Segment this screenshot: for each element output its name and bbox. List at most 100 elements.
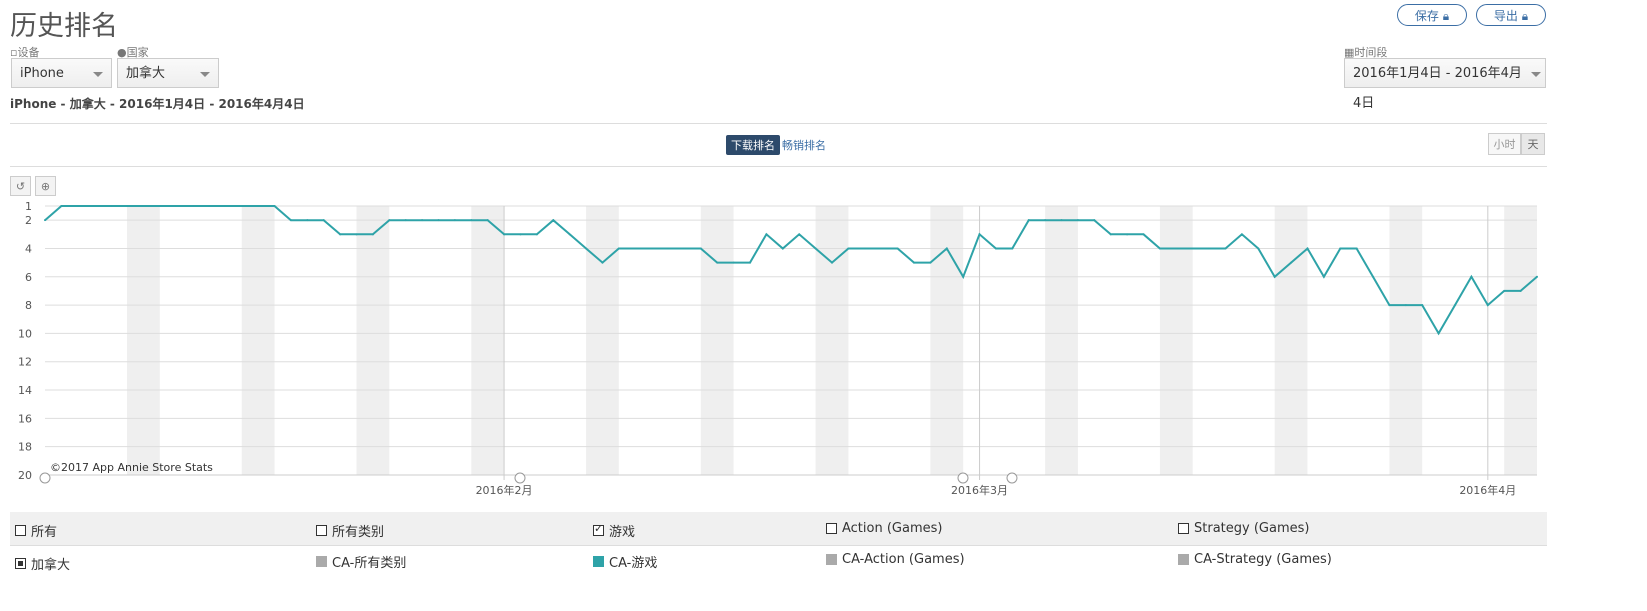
data-point bbox=[1076, 219, 1079, 222]
device-select[interactable]: iPhone bbox=[11, 58, 112, 88]
chevron-down-icon bbox=[200, 72, 210, 77]
legend-series-3[interactable]: CA-Strategy (Games) bbox=[1178, 552, 1332, 567]
data-point bbox=[896, 247, 899, 250]
data-point bbox=[1437, 332, 1440, 335]
data-point bbox=[125, 205, 128, 207]
data-point bbox=[683, 247, 686, 250]
data-point bbox=[585, 247, 588, 250]
data-point bbox=[830, 261, 833, 264]
checkbox[interactable] bbox=[1178, 523, 1189, 534]
data-point bbox=[1404, 304, 1407, 307]
checkbox[interactable] bbox=[826, 523, 837, 534]
data-point bbox=[142, 205, 145, 207]
data-point bbox=[1126, 233, 1129, 236]
legend-series-label: CA-所有类别 bbox=[332, 556, 407, 571]
watermark: ©2017 App Annie Store Stats bbox=[50, 461, 213, 474]
legend-category-0[interactable]: 所有 bbox=[15, 521, 57, 540]
data-point bbox=[158, 205, 161, 207]
zoom-in-icon: ⊕ bbox=[40, 180, 51, 193]
annotation-marker-icon bbox=[957, 472, 969, 484]
weekend-band bbox=[1045, 206, 1078, 475]
legend-series-0[interactable]: CA-所有类别 bbox=[316, 552, 406, 571]
weekend-band bbox=[700, 206, 734, 475]
legend-category-1[interactable]: 所有类别 bbox=[316, 521, 384, 540]
y-tick-label: 12 bbox=[18, 356, 32, 369]
data-point bbox=[1224, 247, 1227, 250]
weekend-band bbox=[1504, 206, 1537, 475]
checkbox-checked[interactable]: ✓ bbox=[593, 522, 604, 536]
export-button[interactable]: 导出 🔒︎ bbox=[1476, 4, 1546, 26]
data-point bbox=[371, 233, 374, 236]
weekend-band bbox=[356, 206, 390, 475]
data-point bbox=[306, 219, 309, 222]
data-point bbox=[76, 205, 79, 207]
data-point bbox=[568, 233, 571, 236]
reset-zoom-button[interactable]: ↺ bbox=[10, 176, 31, 196]
divider bbox=[10, 123, 1547, 124]
data-point bbox=[1109, 233, 1112, 236]
data-point bbox=[1273, 275, 1276, 278]
data-point bbox=[880, 247, 883, 250]
y-tick-label: 20 bbox=[18, 469, 32, 482]
data-point bbox=[1322, 275, 1325, 278]
weekend-band bbox=[815, 206, 849, 475]
data-point bbox=[945, 247, 948, 250]
data-point bbox=[404, 219, 407, 222]
data-point bbox=[355, 233, 358, 236]
data-point bbox=[552, 219, 555, 222]
data-point bbox=[339, 233, 342, 236]
data-point bbox=[224, 205, 227, 207]
period-select[interactable]: 2016年1月4日 - 2016年4月4日 bbox=[1344, 58, 1546, 111]
data-point bbox=[257, 205, 260, 207]
legend-series-2[interactable]: CA-Action (Games) bbox=[826, 552, 965, 567]
data-point bbox=[781, 247, 784, 250]
legend-series-label: CA-Strategy (Games) bbox=[1194, 552, 1332, 567]
annotation-marker-icon bbox=[514, 472, 526, 484]
data-point bbox=[1142, 233, 1145, 236]
chevron-down-icon bbox=[93, 72, 103, 77]
undo-icon: ↺ bbox=[15, 180, 26, 193]
checkbox-checked[interactable] bbox=[15, 558, 26, 569]
save-label: 保存 bbox=[1414, 9, 1439, 23]
legend-category-2[interactable]: ✓ 游戏 bbox=[593, 521, 635, 540]
data-point bbox=[1470, 275, 1473, 278]
data-point bbox=[765, 233, 768, 236]
y-tick-label: 10 bbox=[18, 327, 32, 340]
y-tick-label: 14 bbox=[18, 384, 32, 397]
y-tick-label: 2 bbox=[25, 214, 32, 227]
tab-grossing[interactable]: 畅销排名 bbox=[782, 139, 826, 152]
data-point bbox=[207, 205, 210, 207]
data-point bbox=[109, 205, 112, 207]
checkbox[interactable] bbox=[15, 525, 26, 536]
rank-chart: 12 4 6 8 10 12 14 16 18 20 2016年2月 2016年3月 2016年4月 ©2… bbox=[18, 200, 1538, 497]
save-button[interactable]: 保存 🔒︎ bbox=[1397, 4, 1467, 26]
granularity-day[interactable]: 天 bbox=[1521, 133, 1545, 155]
tab-downloads[interactable]: 下载排名 bbox=[726, 135, 780, 155]
data-point bbox=[388, 219, 391, 222]
y-tick-label: 8 bbox=[25, 299, 32, 312]
data-point bbox=[1388, 304, 1391, 307]
data-point bbox=[1503, 289, 1506, 292]
series-swatch bbox=[826, 554, 837, 565]
data-point bbox=[1175, 247, 1178, 250]
divider bbox=[10, 166, 1547, 167]
legend-category-4[interactable]: Strategy (Games) bbox=[1178, 521, 1309, 536]
data-point bbox=[60, 205, 63, 207]
legend-category-row: 所有 所有类别 ✓ 游戏 Action (Games) Strategy (Games) bbox=[10, 512, 1547, 546]
legend-country[interactable]: 加拿大 bbox=[15, 554, 70, 573]
zoom-button[interactable]: ⊕ bbox=[35, 176, 56, 196]
data-point bbox=[535, 233, 538, 236]
data-point bbox=[1191, 247, 1194, 250]
y-tick-label: 6 bbox=[25, 271, 32, 284]
data-point bbox=[601, 261, 604, 264]
granularity-hour[interactable]: 小时 bbox=[1488, 133, 1521, 155]
page-title: 历史排名 bbox=[10, 11, 118, 42]
legend-series-1[interactable]: CA-游戏 bbox=[593, 552, 657, 571]
weekend-band bbox=[1159, 206, 1193, 475]
country-select[interactable]: 加拿大 bbox=[117, 58, 219, 88]
data-point bbox=[519, 233, 522, 236]
checkbox[interactable] bbox=[316, 525, 327, 536]
data-point bbox=[93, 205, 96, 207]
legend-category-3[interactable]: Action (Games) bbox=[826, 521, 942, 536]
legend-category-label: Action (Games) bbox=[842, 521, 943, 536]
